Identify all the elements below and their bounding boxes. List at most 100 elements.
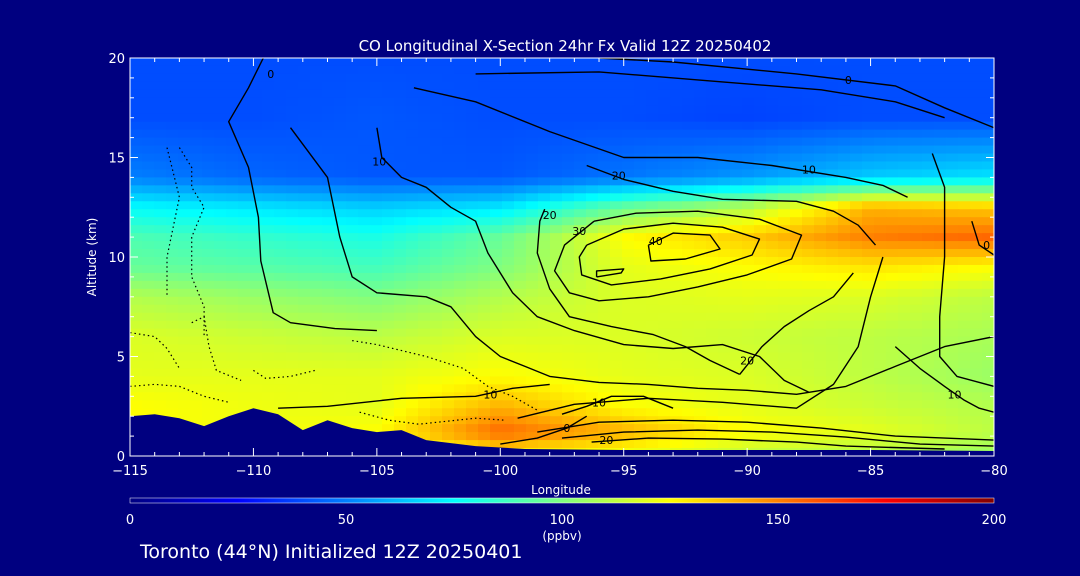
field-cell [238,233,251,242]
field-cell [166,400,179,409]
field-cell [682,169,695,178]
field-cell [646,392,659,401]
field-cell [838,161,851,171]
field-cell [562,153,575,163]
field-cell [562,73,575,83]
field-cell [622,241,635,250]
field-cell [478,233,491,242]
field-cell [622,416,635,425]
field-cell [370,304,383,314]
field-cell [430,392,443,401]
field-cell [382,241,395,250]
field-cell [178,241,191,250]
field-cell [946,241,959,250]
y-tick-label: 5 [117,351,125,366]
field-cell [754,400,767,409]
field-cell [766,113,779,123]
field-cell [358,328,371,338]
field-cell [538,249,551,258]
field-cell [910,344,923,354]
field-cell [226,384,239,393]
field-cell [406,225,419,234]
field-cell [574,336,587,346]
field-cell [682,217,695,226]
field-cell [622,336,635,346]
field-cell [358,177,371,186]
field-cell [634,384,647,393]
field-cell [442,296,455,306]
field-cell [658,304,671,314]
field-cell [238,280,251,290]
field-cell [598,368,611,377]
field-cell [982,89,994,99]
field-cell [274,320,287,330]
field-cell [334,304,347,314]
field-cell [874,328,887,338]
field-cell [838,137,851,147]
field-cell [334,105,347,115]
field-cell [478,97,491,107]
field-cell [262,328,275,338]
field-cell [454,105,467,115]
field-cell [538,424,551,433]
field-cell [958,384,971,393]
field-cell [322,73,335,83]
field-cell [214,121,227,131]
field-cell [298,145,311,155]
field-cell [754,113,767,123]
field-cell [346,225,359,234]
field-cell [802,201,815,210]
field-cell [250,193,263,202]
field-cell [550,121,563,131]
field-cell [646,81,659,91]
field-cell [502,217,515,226]
field-cell [802,424,815,433]
field-cell [802,376,815,385]
field-cell [502,424,515,433]
field-cell [598,201,611,210]
field-cell [310,241,323,250]
field-cell [598,280,611,290]
field-cell [142,201,155,210]
field-cell [358,129,371,139]
field-cell [790,384,803,393]
field-cell [910,73,923,83]
field-cell [286,376,299,385]
field-cell [658,105,671,115]
field-cell [358,288,371,298]
field-cell [718,145,731,155]
field-cell [370,129,383,139]
field-cell [814,272,827,282]
field-cell [286,344,299,354]
field-cell [790,185,803,194]
field-cell [634,233,647,242]
contour-line [517,256,884,419]
field-cell [850,153,863,163]
field-cell [802,209,815,218]
field-cell [514,336,527,346]
field-cell [706,97,719,107]
field-cell [286,137,299,147]
field-cell [970,89,983,99]
field-cell [910,97,923,107]
field-cell [670,217,683,226]
field-cell [406,264,419,274]
field-cell [142,392,155,401]
field-cell [334,352,347,362]
field-cell [898,209,911,218]
field-cell [298,153,311,163]
field-cell [874,288,887,298]
field-cell [766,58,779,67]
field-cell [958,185,971,194]
field-cell [358,304,371,314]
field-cell [730,193,743,202]
field-cell [718,344,731,354]
field-cell [910,169,923,178]
field-cell [658,58,671,67]
field-cell [142,264,155,274]
field-cell [646,145,659,155]
field-cell [574,344,587,354]
field-cell [670,304,683,314]
field-cell [526,312,539,322]
field-cell [190,336,203,346]
